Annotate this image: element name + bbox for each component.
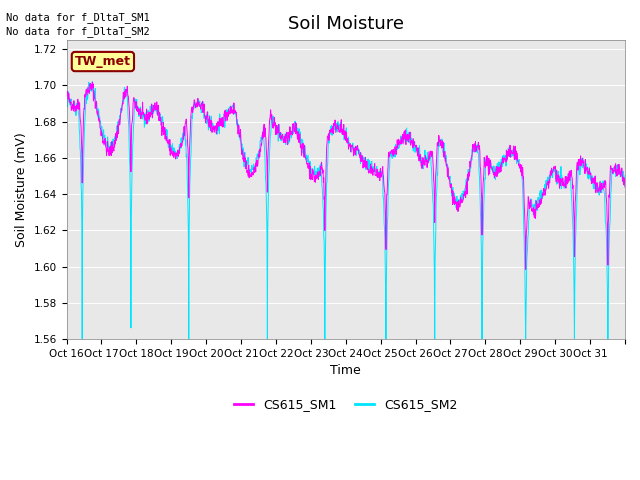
CS615_SM1 (478, 195, 486, 201)
Text: No data for f_DltaT_SM2: No data for f_DltaT_SM2 (6, 26, 150, 37)
CS615_SM1 (63, 90, 70, 96)
CS615_SM1 (150, 105, 158, 110)
CS615_SM2 (332, 120, 340, 126)
CS615_SM2 (614, 170, 622, 176)
CS615_SM2 (63, 90, 70, 96)
Title: Soil Moisture: Soil Moisture (288, 15, 404, 33)
CS615_SM2 (478, 336, 486, 342)
CS615_SM1 (321, 228, 329, 233)
Text: No data for f_DltaT_SM1: No data for f_DltaT_SM1 (6, 12, 150, 23)
Line: CS615_SM1: CS615_SM1 (67, 82, 625, 269)
Line: CS615_SM2: CS615_SM2 (67, 82, 625, 339)
Y-axis label: Soil Moisture (mV): Soil Moisture (mV) (15, 132, 28, 247)
Legend: CS615_SM1, CS615_SM2: CS615_SM1, CS615_SM2 (229, 394, 462, 416)
CS615_SM2 (185, 336, 193, 342)
CS615_SM1 (614, 165, 622, 171)
Text: TW_met: TW_met (75, 55, 131, 68)
CS615_SM2 (560, 179, 568, 184)
CS615_SM2 (621, 172, 629, 178)
CS615_SM2 (321, 270, 329, 276)
CS615_SM1 (621, 184, 629, 190)
CS615_SM2 (88, 79, 96, 84)
CS615_SM1 (560, 183, 568, 189)
CS615_SM1 (88, 79, 96, 85)
CS615_SM1 (522, 266, 529, 272)
CS615_SM2 (150, 105, 158, 110)
X-axis label: Time: Time (330, 364, 361, 377)
CS615_SM1 (332, 120, 339, 125)
